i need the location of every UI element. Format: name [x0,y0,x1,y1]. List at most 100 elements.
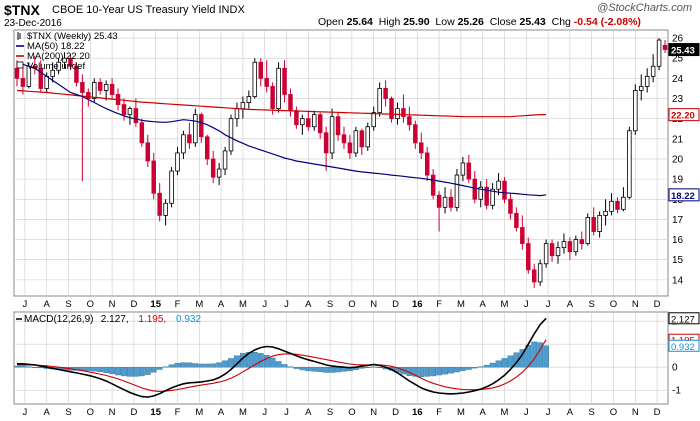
price-legend-label: MA(200) 22.20 [27,51,90,62]
high-value: 25.90 [403,16,430,28]
candle [181,130,186,159]
candle-body [44,75,49,89]
candle-body [139,122,145,144]
candle-body [187,134,192,144]
legend-volume-swatch [16,61,24,69]
candle-body [502,180,507,200]
macd-histogram-bar [204,363,211,368]
macd-histogram-bar [436,367,442,376]
candle [448,189,454,212]
candle-body [448,196,454,208]
candle [466,154,472,184]
candle-body [109,84,115,95]
candle [555,241,561,264]
candle [68,54,73,71]
macd-y-tick-label: -1 [672,386,681,397]
macd-x-tick-label: F [436,407,442,418]
macd-histogram-bar [37,367,44,369]
price-y-tick-label: 21 [672,134,684,145]
candle-body [193,114,198,144]
macd-histogram-bar [162,366,169,368]
macd-histogram-bar [299,367,306,371]
candle-body [644,75,650,87]
candle [103,80,109,101]
candle-body [597,214,602,232]
close-value: 25.43 [519,16,546,28]
price-x-tick-label: 16 [412,299,423,310]
macd-x-tick-label: M [501,407,509,418]
price-last-value-box [668,108,700,122]
macd-histogram-bar [97,367,104,373]
candle [20,66,26,95]
price-last-value-label: 25.43 [671,46,695,57]
price-x-tick-label: A [567,299,574,310]
macd-histogram-bar [216,362,222,368]
candle-body [419,142,424,154]
macd-histogram-bar [412,367,419,377]
price-y-tick-label: 19 [672,175,684,186]
candle [407,106,412,131]
macd-x-tick-label: F [175,407,181,418]
candle [169,167,174,208]
macd-x-tick-label: D [130,407,137,418]
price-legend [16,32,24,69]
candle [567,237,573,260]
macd-legend-label: 1.195, [138,314,166,325]
candle [38,60,43,93]
candle [187,122,192,149]
candle-body [526,243,531,271]
candle [276,62,281,113]
candle [216,163,222,186]
candle [163,199,168,226]
macd-histogram-bar [460,367,466,371]
candle-body [145,142,151,162]
price-last-value-box [668,43,700,57]
candle [312,110,317,131]
candle [62,52,67,69]
candle-body [151,160,156,194]
macd-histogram-bar [448,367,454,374]
candle [92,78,97,103]
candle-body [246,96,252,103]
candle-body [377,88,382,114]
macd-x-tick-label: A [44,407,51,418]
candle [627,126,632,200]
candle-body [401,108,406,118]
macd-histogram-bar [85,367,92,371]
candle [526,237,531,274]
macd-x-tick-label: D [654,407,661,418]
macd-x-tick-label: M [195,407,203,418]
symbol-title: $TNX [4,2,40,18]
candle-body [567,241,573,253]
candle-body [549,243,555,257]
candle-body [603,210,608,216]
price-legend-label: MA(50) 18.22 [27,41,85,52]
candle [246,90,252,109]
candle [127,106,133,125]
price-y-tick-label: 17 [672,215,684,226]
macd-histogram-bar [471,367,478,369]
candle [609,193,614,216]
candle [520,215,525,250]
price-y-tick-label: 16 [672,235,684,246]
candle [490,183,495,210]
macd-x-tick-label: N [109,407,116,418]
macd-histogram-bar [537,342,544,368]
macd-histogram-bar [245,352,252,368]
candle [193,108,198,147]
price-x-tick-label: O [610,299,617,310]
candle [650,54,656,83]
candle [97,78,103,95]
candle-body [181,134,186,154]
candle [282,60,287,103]
price-x-tick-label: M [457,299,465,310]
price-x-tick-label: F [175,299,181,310]
macd-line [17,317,547,398]
macd-histogram-bar [150,367,157,373]
candle-body [353,130,359,154]
price-x-tick-label: D [392,299,399,310]
candle-body [103,84,109,91]
price-x-tick-label: J [524,299,529,310]
macd-histogram-bar [430,367,437,377]
candle-body [579,239,585,245]
